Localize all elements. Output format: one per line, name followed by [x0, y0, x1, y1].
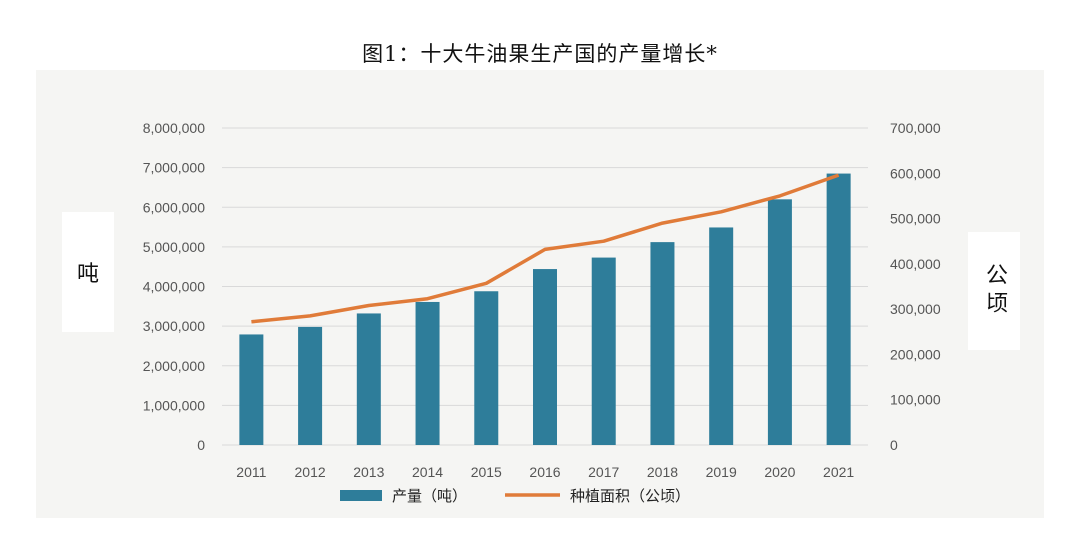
bar: [356, 313, 381, 445]
left-tick-label: 1,000,000: [143, 397, 205, 413]
right-axis-label: 公顷: [968, 232, 1020, 350]
x-tick-label: 2012: [295, 464, 326, 480]
x-tick-label: 2015: [471, 464, 502, 480]
legend-label-bar: 产量（吨）: [392, 487, 467, 505]
bar: [826, 173, 851, 445]
right-tick-label: 100,000: [890, 392, 941, 408]
bar: [709, 227, 734, 445]
x-tick-label: 2017: [588, 464, 619, 480]
right-tick-label: 500,000: [890, 211, 941, 227]
right-tick-label: 200,000: [890, 346, 941, 362]
x-tick-label: 2018: [647, 464, 678, 480]
x-tick-label: 2021: [823, 464, 854, 480]
left-axis-label: 吨: [62, 212, 114, 332]
right-tick-label: 700,000: [890, 120, 941, 136]
left-tick-label: 4,000,000: [143, 279, 205, 295]
legend-swatch-bar: [340, 490, 382, 501]
left-tick-label: 2,000,000: [143, 358, 205, 374]
x-tick-label: 2020: [764, 464, 795, 480]
legend-label-line: 种植面积（公顷）: [570, 487, 690, 505]
x-tick-label: 2019: [706, 464, 737, 480]
right-tick-label: 300,000: [890, 301, 941, 317]
left-tick-label: 6,000,000: [143, 199, 205, 215]
bar: [415, 301, 440, 445]
left-tick-label: 7,000,000: [143, 160, 205, 176]
bar: [239, 334, 264, 445]
x-tick-label: 2014: [412, 464, 443, 480]
left-tick-label: 3,000,000: [143, 318, 205, 334]
bar: [298, 326, 323, 445]
right-tick-label: 600,000: [890, 165, 941, 181]
left-tick-label: 0: [197, 437, 205, 453]
left-tick-label: 5,000,000: [143, 239, 205, 255]
bar: [474, 291, 499, 445]
x-tick-label: 2011: [236, 464, 266, 480]
x-tick-label: 2016: [529, 464, 560, 480]
chart-title: 图1：十大牛油果生产国的产量增长*: [362, 42, 718, 66]
right-tick-label: 400,000: [890, 256, 941, 272]
x-tick-label: 2013: [353, 464, 384, 480]
bar: [767, 199, 792, 445]
right-tick-label: 0: [890, 437, 898, 453]
left-tick-label: 8,000,000: [143, 120, 205, 136]
bar: [650, 242, 675, 445]
bar: [591, 257, 616, 445]
bar: [533, 269, 557, 445]
